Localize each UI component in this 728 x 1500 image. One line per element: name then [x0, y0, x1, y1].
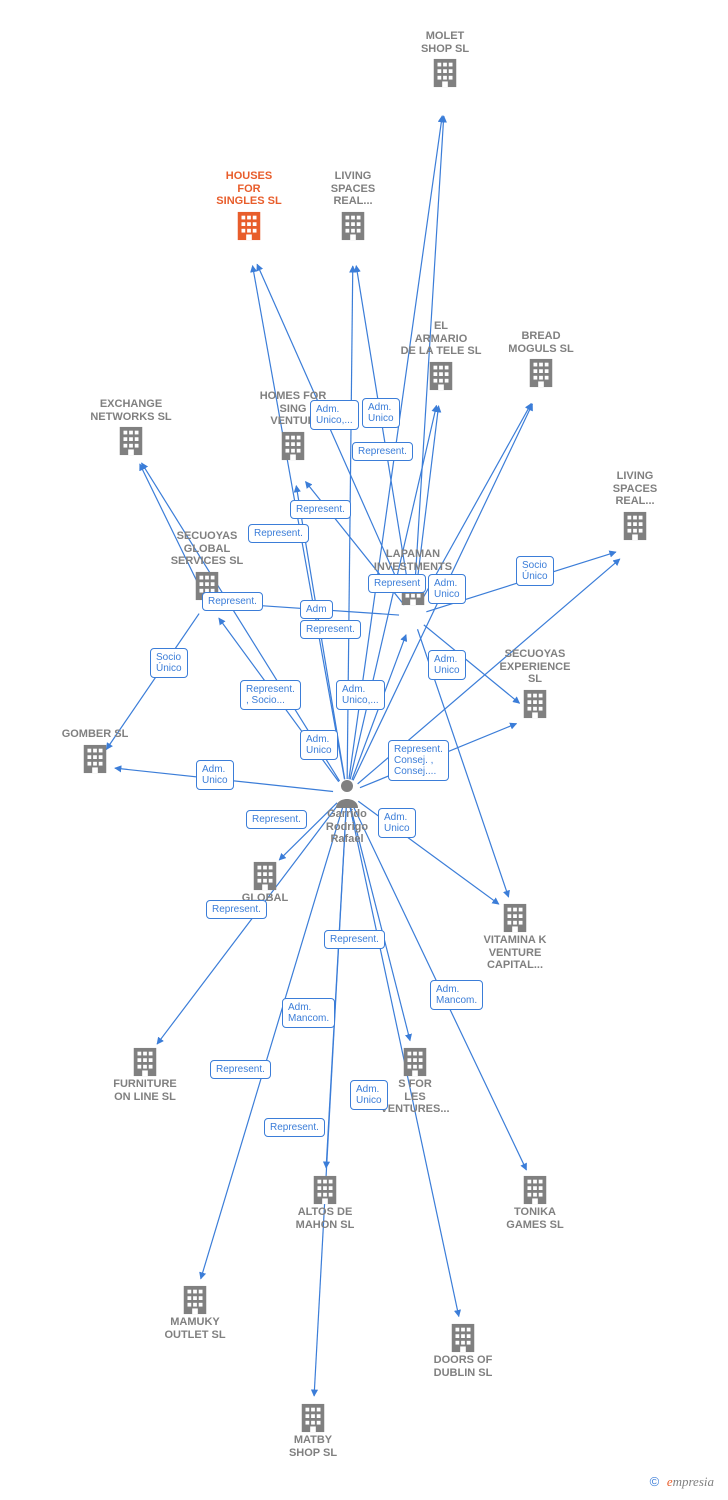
- company-label: LAPAMAN INVESTMENTS: [353, 548, 473, 573]
- company-node[interactable]: LIVING SPACES REAL...: [575, 470, 695, 542]
- company-node[interactable]: LIVING SPACES REAL...: [293, 170, 413, 242]
- company-node[interactable]: EXCHANGE NETWORKS SL: [71, 398, 191, 457]
- building-icon: [526, 357, 556, 389]
- company-node[interactable]: ALTOS DE MAHON SL: [265, 1172, 385, 1231]
- edge-label: Represent.: [206, 900, 267, 919]
- building-icon: [180, 1284, 210, 1316]
- company-label: VITAMINA K VENTURE CAPITAL...: [455, 934, 575, 972]
- building-icon: [338, 210, 368, 242]
- edge-label: Adm. Mancom.: [282, 998, 335, 1028]
- person-icon: [334, 778, 360, 808]
- company-label: EXCHANGE NETWORKS SL: [71, 398, 191, 423]
- edge-label: Represent. Consej. , Consej....: [388, 740, 449, 781]
- company-label: MAMUKY OUTLET SL: [135, 1316, 255, 1341]
- company-label: SECUOYAS EXPERIENCE SL: [475, 648, 595, 686]
- company-node[interactable]: HOUSES FOR SINGLES SL: [189, 170, 309, 242]
- company-node[interactable]: MATBY SHOP SL: [253, 1400, 373, 1459]
- company-label: FURNITURE ON LINE SL: [85, 1078, 205, 1103]
- edge-label: Socio Único: [150, 648, 188, 678]
- edge-label: Socio Único: [516, 556, 554, 586]
- edge-label: Represent: [368, 574, 426, 593]
- edge-label: Represent.: [246, 810, 307, 829]
- edge-label: Represent. , Socio...: [240, 680, 301, 710]
- company-label: MOLET SHOP SL: [385, 30, 505, 55]
- building-icon: [310, 1174, 340, 1206]
- company-label: GOMBER SL: [35, 728, 155, 741]
- building-icon: [250, 860, 280, 892]
- company-node[interactable]: FURNITURE ON LINE SL: [85, 1044, 205, 1103]
- company-node[interactable]: TONIKA GAMES SL: [475, 1172, 595, 1231]
- building-icon: [426, 360, 456, 392]
- company-node[interactable]: SECUOYAS EXPERIENCE SL: [475, 648, 595, 720]
- building-icon: [234, 210, 264, 242]
- company-label: DOORS OF DUBLIN SL: [403, 1354, 523, 1379]
- company-label: HOUSES FOR SINGLES SL: [189, 170, 309, 208]
- edge-label: Adm. Unico: [350, 1080, 388, 1110]
- edge-label: Represent.: [352, 442, 413, 461]
- edge-label: Adm. Unico: [378, 808, 416, 838]
- copyright: © empresia: [650, 1474, 714, 1490]
- building-icon: [448, 1322, 478, 1354]
- edge-label: Represent.: [202, 592, 263, 611]
- edge-label: Represent.: [300, 620, 361, 639]
- building-icon: [500, 902, 530, 934]
- building-icon: [520, 688, 550, 720]
- edge-label: Adm. Unico,...: [336, 680, 385, 710]
- company-label: MATBY SHOP SL: [253, 1434, 373, 1459]
- edge-label: Represent.: [210, 1060, 271, 1079]
- edge-label: Adm. Unico: [300, 730, 338, 760]
- copyright-symbol: ©: [650, 1474, 660, 1489]
- brand-rest: mpresia: [673, 1474, 714, 1489]
- building-icon: [298, 1402, 328, 1434]
- company-label: LIVING SPACES REAL...: [293, 170, 413, 208]
- edge-label: Adm. Unico,...: [310, 400, 359, 430]
- company-node[interactable]: BREAD MOGULS SL: [481, 330, 601, 389]
- company-label: BREAD MOGULS SL: [481, 330, 601, 355]
- edge-label: Adm. Unico: [428, 574, 466, 604]
- edge-label: Represent.: [264, 1118, 325, 1137]
- edge-label: Adm. Mancom.: [430, 980, 483, 1010]
- company-node[interactable]: GOMBER SL: [35, 728, 155, 775]
- building-icon: [430, 57, 460, 89]
- company-label: ALTOS DE MAHON SL: [265, 1206, 385, 1231]
- edge-label: Adm. Unico: [362, 398, 400, 428]
- building-icon: [130, 1046, 160, 1078]
- company-node[interactable]: MOLET SHOP SL: [385, 30, 505, 89]
- building-icon: [620, 510, 650, 542]
- edge-label: Represent.: [248, 524, 309, 543]
- building-icon: [400, 1046, 430, 1078]
- edge-label: Represent.: [324, 930, 385, 949]
- company-label: TONIKA GAMES SL: [475, 1206, 595, 1231]
- company-node[interactable]: DOORS OF DUBLIN SL: [403, 1320, 523, 1379]
- building-icon: [520, 1174, 550, 1206]
- company-node[interactable]: GLOBAL: [205, 858, 325, 905]
- edge-label: Adm. Unico: [428, 650, 466, 680]
- company-node[interactable]: VITAMINA K VENTURE CAPITAL...: [455, 900, 575, 972]
- edge-label: Adm. Unico: [196, 760, 234, 790]
- building-icon: [80, 743, 110, 775]
- company-label: LIVING SPACES REAL...: [575, 470, 695, 508]
- building-icon: [278, 430, 308, 462]
- building-icon: [116, 425, 146, 457]
- edge-label: Adm: [300, 600, 333, 619]
- edge-label: Represent.: [290, 500, 351, 519]
- company-node[interactable]: MAMUKY OUTLET SL: [135, 1282, 255, 1341]
